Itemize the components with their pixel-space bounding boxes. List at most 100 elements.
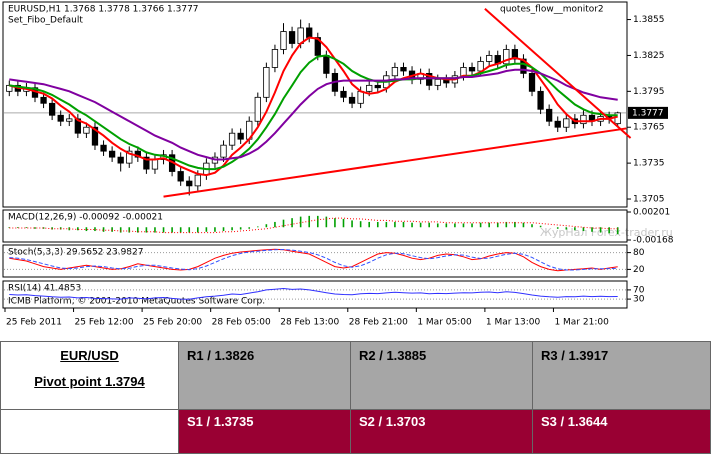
macd-bar	[42, 227, 45, 229]
macd-bar	[265, 224, 268, 228]
candle-body	[348, 96, 356, 104]
macd-bar	[505, 221, 508, 228]
x-tick-label: 25 Feb 20:00	[143, 318, 202, 328]
y-tick-label: 1.3825	[633, 51, 665, 61]
x-tick-label: 28 Feb 13:00	[280, 318, 339, 328]
candle-body	[323, 55, 330, 74]
macd-bar	[402, 221, 405, 228]
macd-bar	[616, 227, 619, 235]
macd-bar	[342, 218, 345, 228]
series-line	[9, 287, 618, 300]
series-line	[9, 54, 618, 171]
candle-body	[580, 114, 587, 125]
price-box	[628, 106, 668, 119]
y-tick-label: 1.3735	[633, 159, 665, 169]
support-cell: S2 / 1.3703	[350, 409, 533, 454]
macd-bar	[197, 227, 199, 233]
y-tick-label: -0.00168	[633, 236, 674, 246]
macd-bar	[85, 227, 88, 232]
candle-body	[366, 84, 373, 92]
series-line	[9, 248, 618, 271]
macd-bar	[162, 227, 165, 233]
candle-body	[6, 84, 13, 92]
pair: EUR/USD	[60, 348, 119, 363]
macd-bar	[385, 221, 388, 228]
watermark: ЖурНал Forex-trader.ru	[540, 226, 673, 239]
macd-bar	[334, 218, 336, 228]
macd-bar	[462, 223, 465, 228]
candle-body	[228, 132, 236, 146]
panel-title: MACD(12,26,9) -0.00092 -0.00021	[8, 213, 163, 223]
y-tick-label: 20	[633, 265, 645, 275]
macd-bar	[591, 227, 593, 232]
pair-cell: EUR/USD Pivot point 1.3794	[0, 341, 179, 410]
macd-bar	[145, 227, 148, 233]
annotation: quotes_flow__monitor2	[500, 5, 604, 15]
panel-frame	[2, 280, 628, 309]
panel-frame	[2, 1, 628, 208]
candle-body	[554, 120, 561, 128]
candle-body	[511, 49, 519, 60]
y-tick-label: 0.00201	[633, 208, 670, 218]
candle-body	[563, 118, 570, 128]
macd-bar	[574, 227, 576, 231]
candle-body	[503, 49, 510, 65]
candle-body	[357, 90, 364, 104]
candle-body	[237, 132, 244, 140]
macd-bar	[488, 222, 490, 228]
macd-bar	[214, 227, 216, 232]
macd-bar	[154, 227, 156, 233]
candle-body	[426, 72, 433, 86]
macd-bar	[282, 219, 285, 228]
macd-bar	[325, 216, 328, 228]
macd-bar	[119, 227, 122, 233]
x-tick-label: 1 Mar 21:00	[554, 318, 609, 328]
chart-subtitle: Set_Fibo_Default	[8, 16, 83, 26]
y-tick-label: 1.3855	[633, 15, 665, 25]
macd-bar	[205, 227, 208, 232]
candle-body	[374, 84, 381, 89]
macd-bar	[299, 216, 302, 228]
macd-bar	[256, 226, 259, 228]
candle-body	[126, 150, 133, 164]
macd-bar	[291, 218, 293, 228]
support-cell: S1 / 1.3735	[178, 409, 351, 454]
series-line	[9, 36, 618, 177]
candle-body	[220, 144, 227, 158]
macd-bar	[376, 221, 379, 228]
macd-bar	[239, 227, 242, 230]
series-line	[9, 68, 618, 161]
macd-bar	[222, 227, 225, 232]
macd-bar	[556, 227, 559, 229]
candle-body	[434, 78, 441, 86]
x-tick-label: 25 Feb 2011	[6, 318, 62, 328]
macd-bar	[539, 225, 542, 228]
macd-bar	[94, 227, 96, 232]
price-label: 1.3777	[632, 108, 664, 118]
candle-body	[91, 126, 99, 146]
x-tick-label: 28 Feb 05:00	[212, 318, 271, 328]
candle-body	[340, 90, 347, 98]
macd-bar	[496, 222, 499, 228]
resistance-cell: R2 / 1.3885	[350, 341, 533, 410]
macd-bar	[522, 222, 525, 228]
x-tick-label: 1 Mar 05:00	[417, 318, 472, 328]
macd-bar	[17, 227, 19, 229]
macd-bar	[514, 221, 516, 228]
candle-body	[108, 150, 116, 158]
pivot: Pivot point 1.3794	[34, 374, 145, 389]
macd-bar	[179, 227, 182, 233]
resistance-cell: R1 / 1.3826	[178, 341, 351, 410]
macd-bar	[445, 223, 448, 228]
macd-bar	[274, 221, 276, 228]
macd-bar	[77, 227, 79, 231]
macd-bar	[436, 223, 439, 228]
candle-body	[280, 31, 287, 50]
candle-body	[306, 27, 313, 38]
panel-frame	[2, 244, 628, 278]
macd-bar	[351, 220, 353, 228]
panel-title: Stoch(5,3,3) 29.5652 23.9827	[8, 248, 143, 258]
annotation: ICMB Platform, © 2001-2010 MetaQuotes So…	[8, 297, 265, 307]
candle-body	[48, 102, 56, 116]
